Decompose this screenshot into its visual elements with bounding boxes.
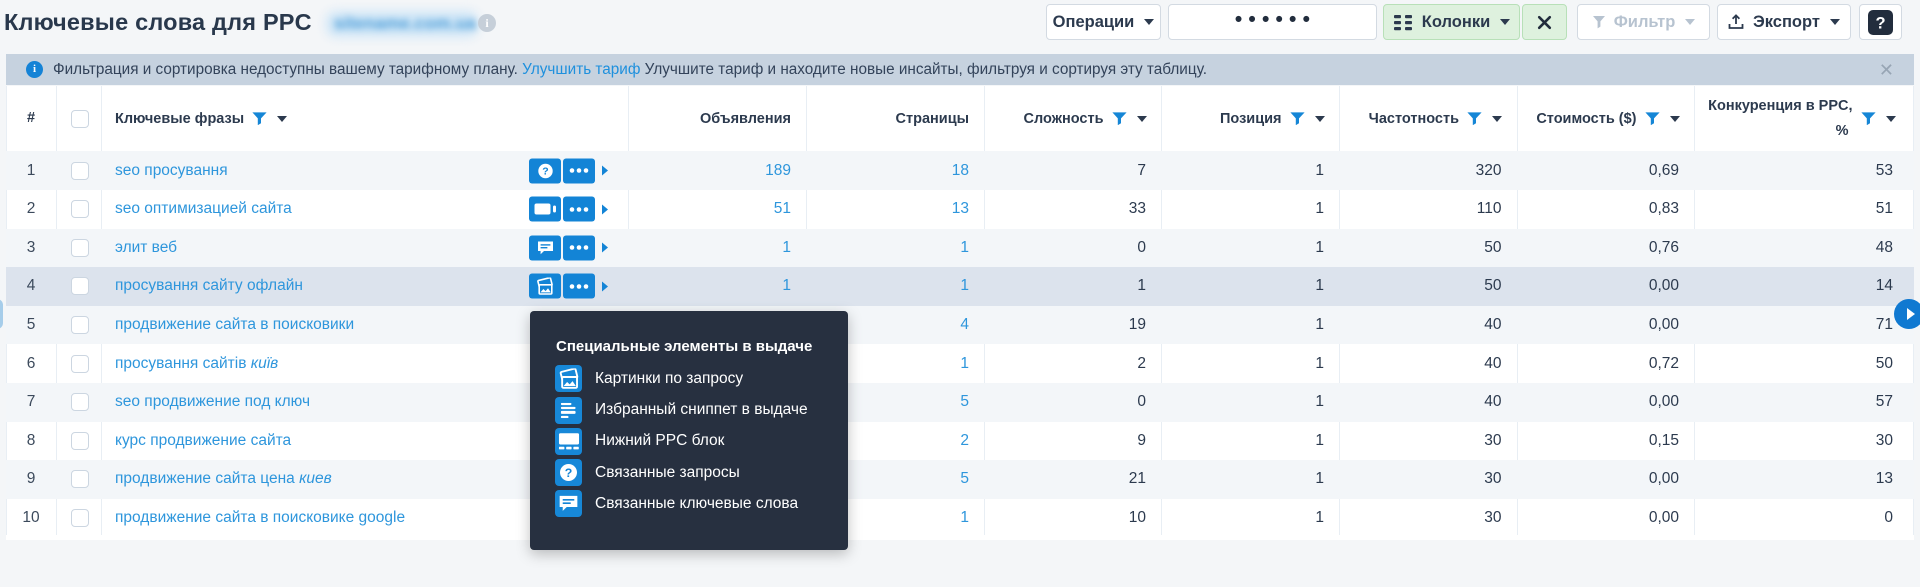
svg-text:?: ?	[565, 466, 573, 480]
svg-text:?: ?	[1875, 14, 1885, 32]
svg-text:?: ?	[542, 165, 548, 177]
